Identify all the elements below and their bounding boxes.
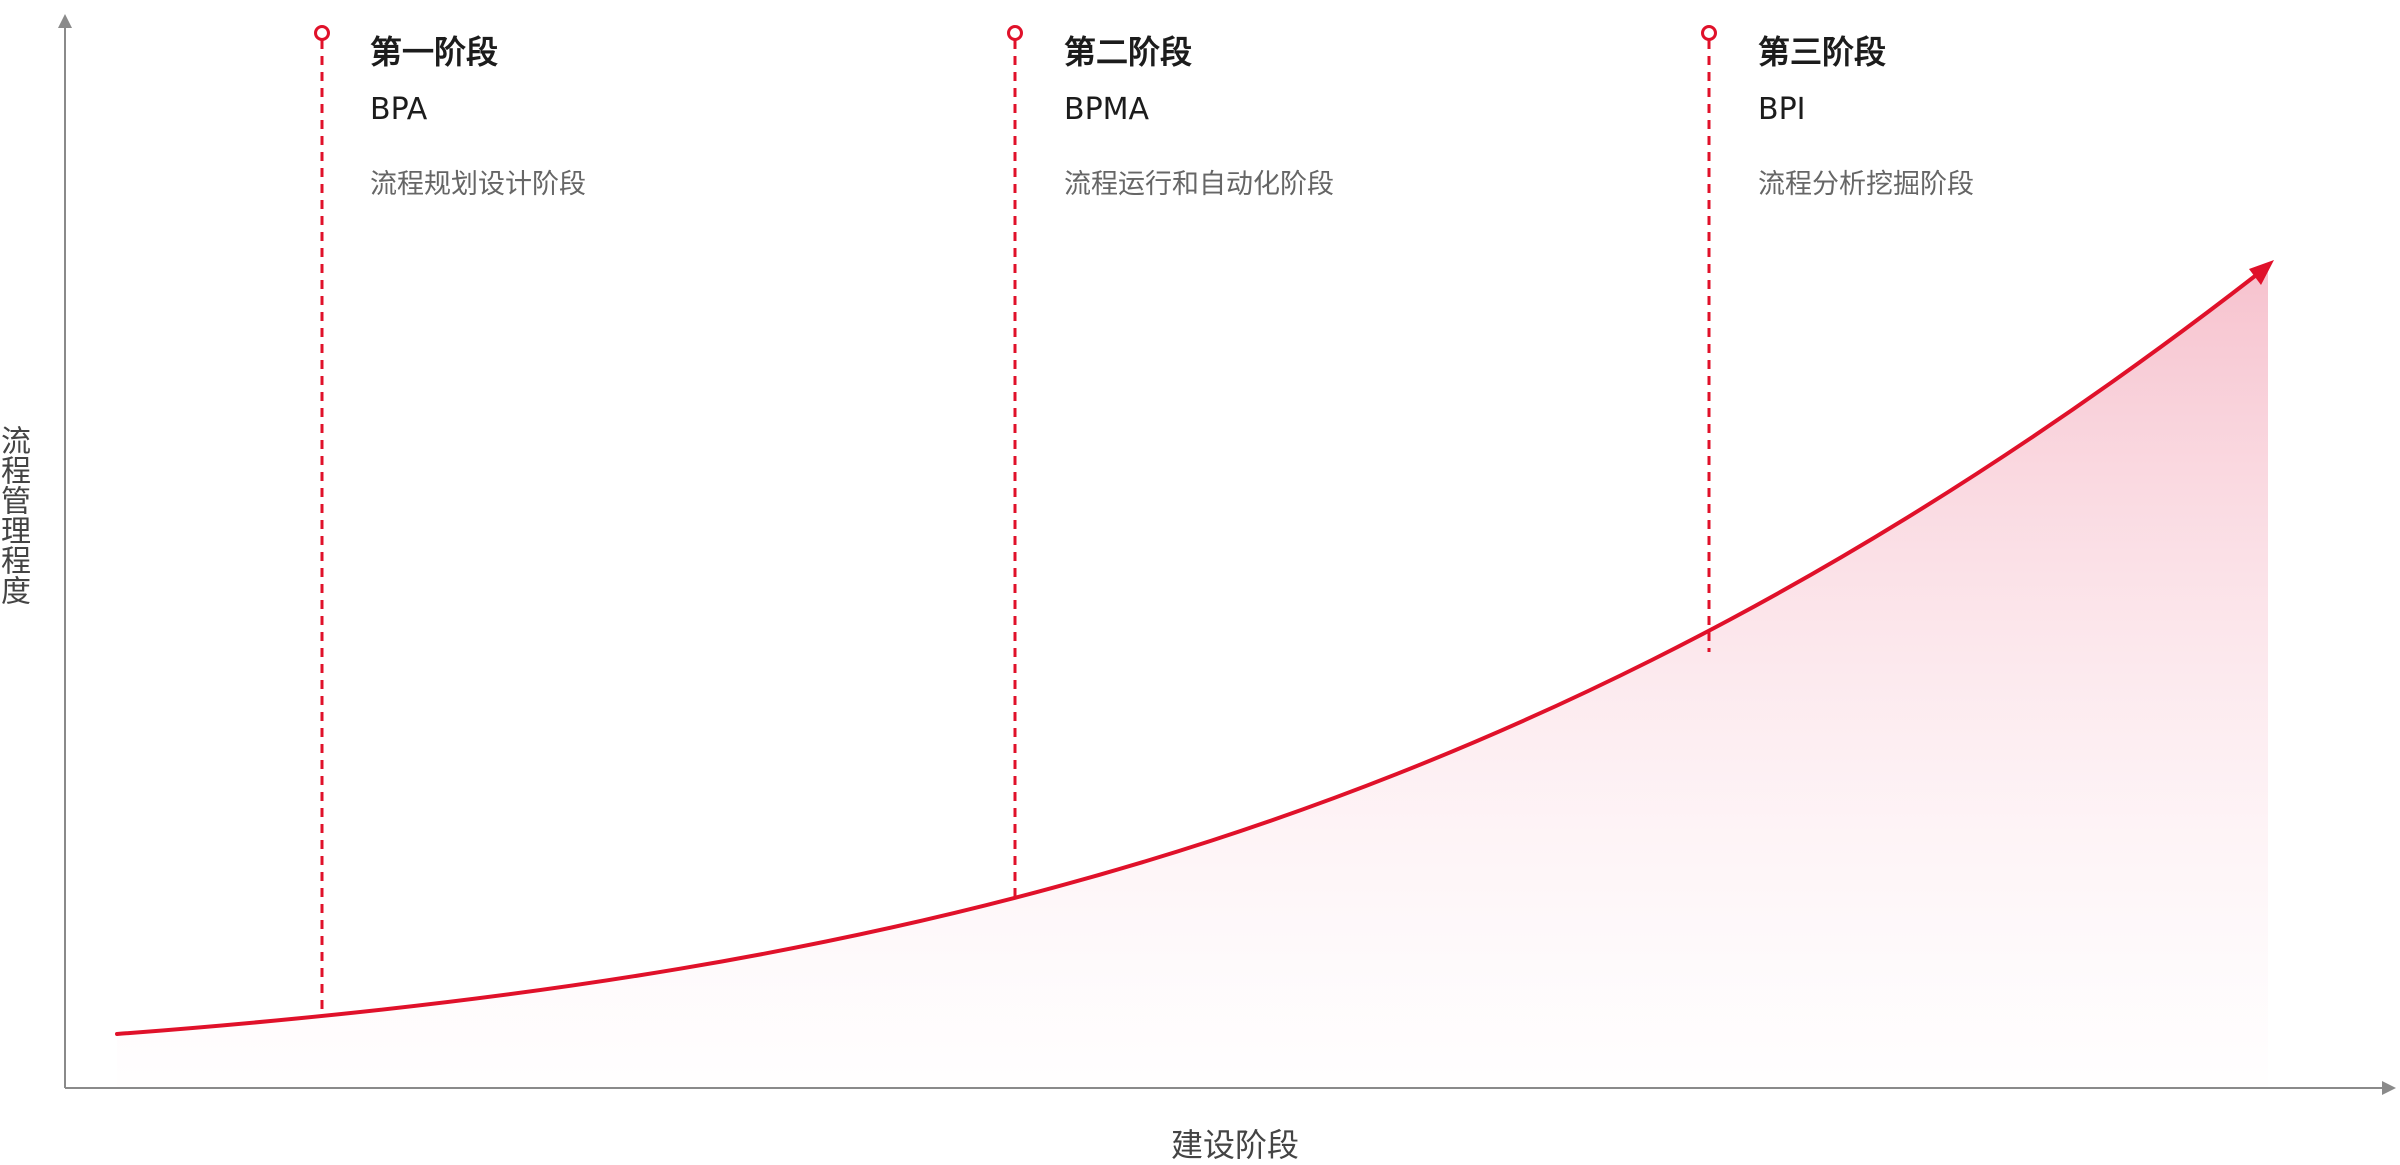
phase-1-title: 第一阶段 — [370, 33, 499, 71]
phase-3-marker-pin — [1701, 25, 1717, 41]
phase-1-desc: 流程规划设计阶段 — [370, 169, 586, 200]
growth-curve — [115, 274, 2257, 1036]
phase-3-code: BPI — [1758, 92, 1806, 127]
x-axis-arrow — [2382, 1081, 2396, 1095]
phase-3-title: 第三阶段 — [1758, 33, 1887, 71]
phase-2-marker-pin — [1007, 25, 1023, 41]
phase-1-marker-pin — [314, 25, 330, 41]
area-under-curve — [117, 265, 2268, 1088]
phase-1-label: 第一阶段 BPA 流程规划设计阶段 — [370, 30, 870, 204]
phase-3-desc: 流程分析挖掘阶段 — [1758, 169, 1974, 200]
phase-1-code: BPA — [370, 92, 428, 127]
x-axis-label: 建设阶段 — [1170, 1126, 1299, 1164]
phase-2-label: 第二阶段 BPMA 流程运行和自动化阶段 — [1064, 30, 1564, 204]
y-axis-arrow — [58, 14, 72, 28]
phase-2-title: 第二阶段 — [1064, 33, 1193, 71]
growth-curve-arrowhead — [2249, 260, 2274, 285]
y-axis-label: 流程管理程度 — [0, 425, 30, 605]
phase-2-code: BPMA — [1064, 92, 1150, 127]
phase-2-desc: 流程运行和自动化阶段 — [1064, 169, 1334, 200]
phase-3-label: 第三阶段 BPI 流程分析挖掘阶段 — [1758, 30, 2258, 204]
